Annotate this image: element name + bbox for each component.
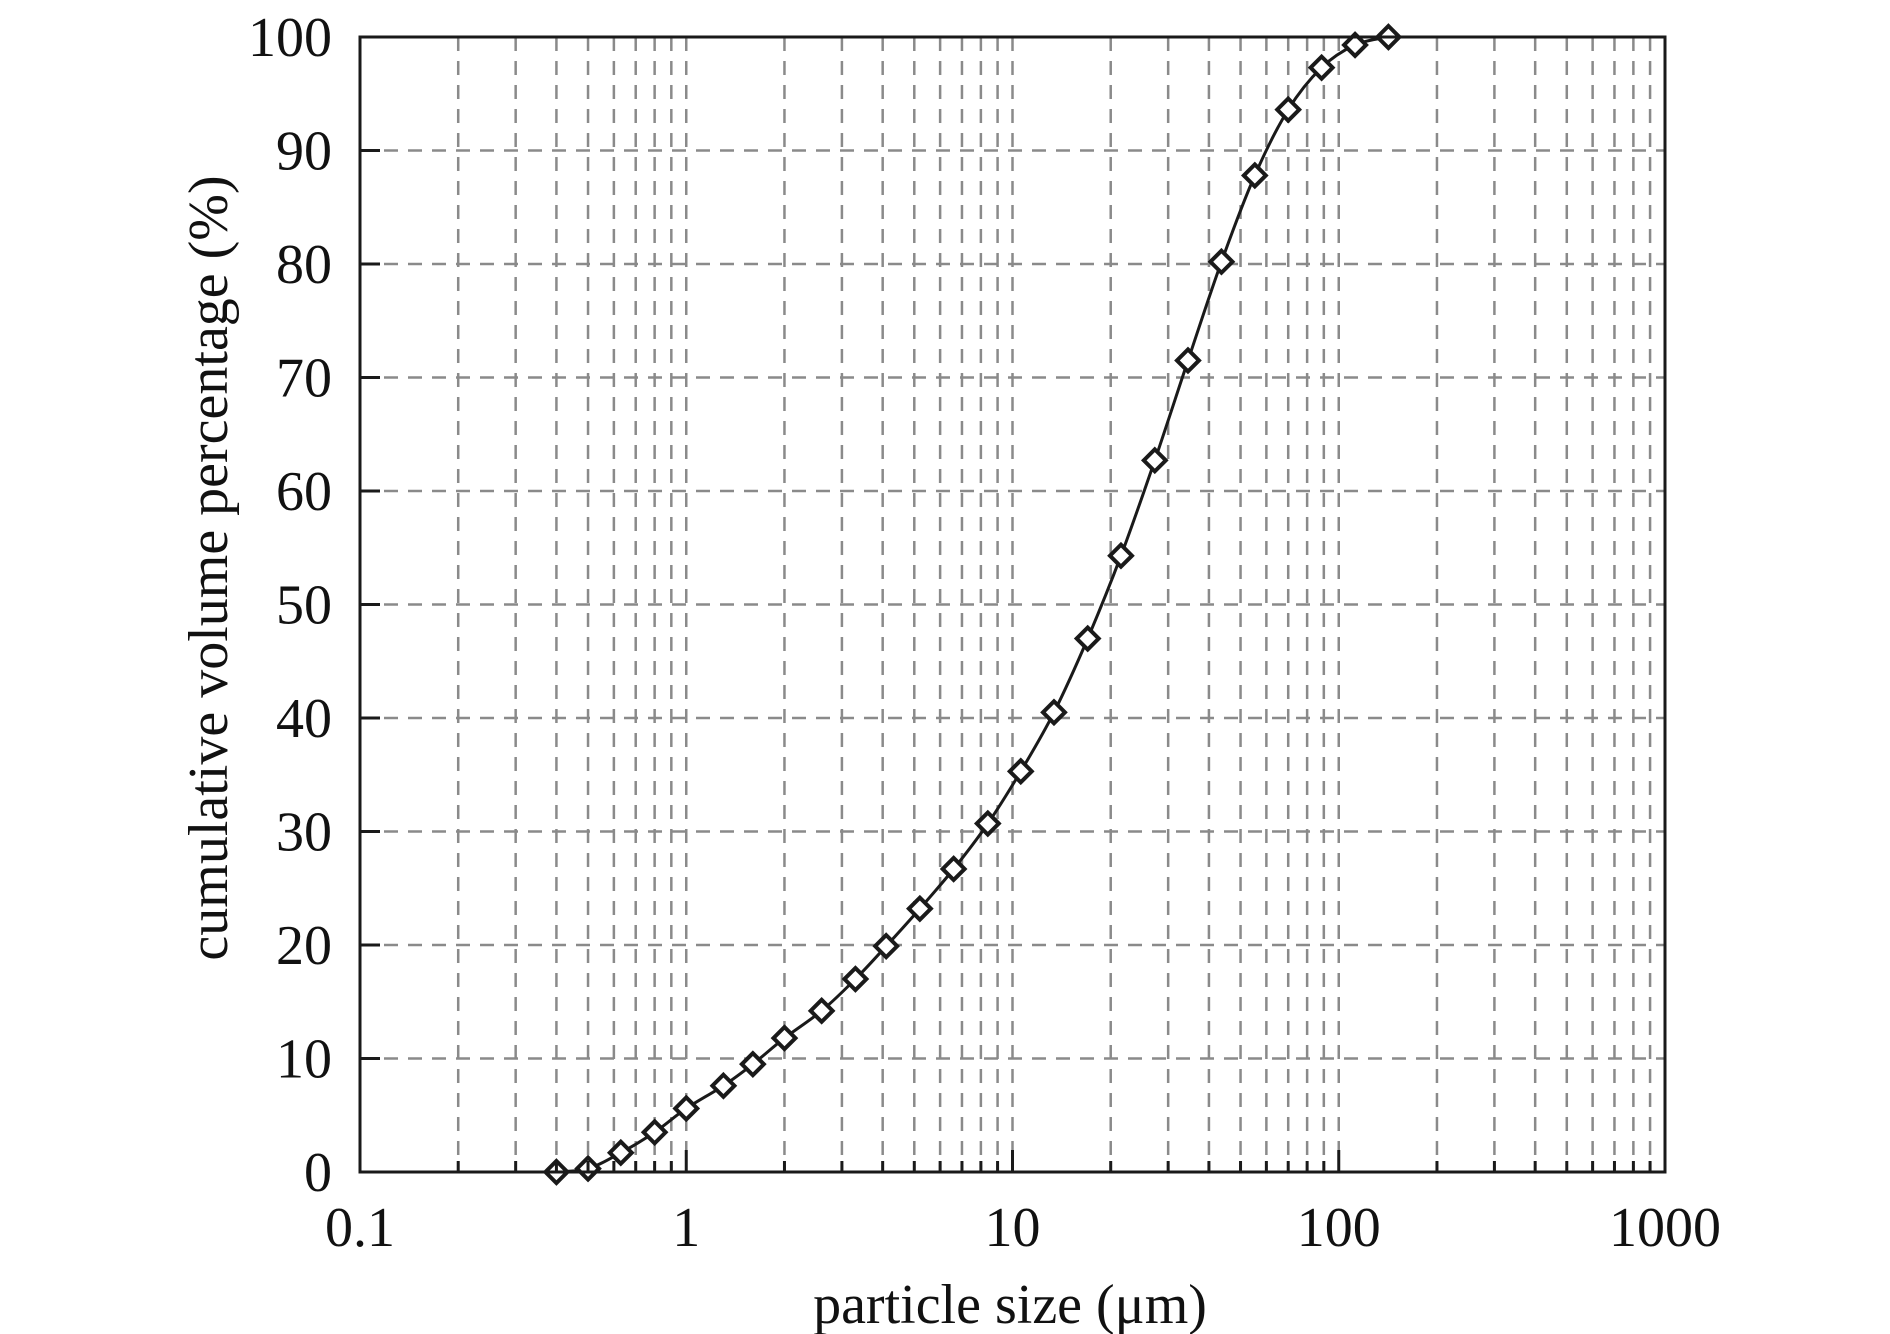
data-point	[1107, 541, 1135, 570]
x-tick-label: 1000	[1609, 1197, 1721, 1259]
data-point	[1140, 446, 1169, 475]
y-tick-label: 100	[248, 7, 332, 69]
x-tick-labels: 0.1 1 10 100 1000	[325, 1197, 1721, 1259]
x-tick-label: 1	[672, 1197, 700, 1259]
data-point	[739, 1050, 767, 1079]
data-point	[1274, 95, 1303, 124]
data-point	[939, 855, 968, 883]
y-tick-label: 10	[276, 1029, 332, 1091]
data-point	[1073, 624, 1102, 653]
y-tick-label: 50	[276, 575, 332, 637]
data-point	[770, 1024, 799, 1052]
data-point	[973, 809, 1002, 838]
y-tick-label: 80	[276, 234, 332, 296]
data-point	[640, 1118, 669, 1147]
cumulative-curve	[556, 35, 1389, 1174]
data-point	[709, 1071, 738, 1100]
y-tick-label: 40	[276, 688, 332, 750]
data-point	[1240, 161, 1269, 190]
y-tick-label: 0	[304, 1142, 332, 1204]
y-tick-label: 60	[276, 461, 332, 523]
grid	[360, 37, 1665, 1172]
data-point	[672, 1094, 701, 1123]
data-point	[1174, 346, 1202, 375]
x-tick-label: 0.1	[325, 1197, 395, 1259]
data-point	[1207, 247, 1236, 276]
data-point	[1040, 698, 1068, 727]
x-axis-title: particle size (μm)	[813, 1274, 1207, 1334]
x-tick-label: 10	[985, 1197, 1041, 1259]
y-axis-title: cumulative volume percentage (%)	[178, 175, 240, 960]
data-point	[841, 965, 870, 993]
data-point	[1341, 31, 1369, 59]
y-tick-labels: 0 10 20 30 40 50 60 70 80 90 100	[248, 7, 332, 1204]
y-tick-label: 90	[276, 121, 332, 183]
data-point	[906, 894, 934, 923]
data-point	[872, 932, 900, 960]
axis-ticks	[360, 35, 1652, 1174]
data-point	[807, 997, 836, 1025]
y-tick-label: 70	[276, 348, 332, 410]
y-tick-label: 20	[276, 915, 332, 977]
x-tick-label: 100	[1297, 1197, 1381, 1259]
y-tick-label: 30	[276, 802, 332, 864]
data-point	[1307, 53, 1336, 82]
data-point	[606, 1138, 635, 1167]
data-point	[1006, 757, 1035, 786]
